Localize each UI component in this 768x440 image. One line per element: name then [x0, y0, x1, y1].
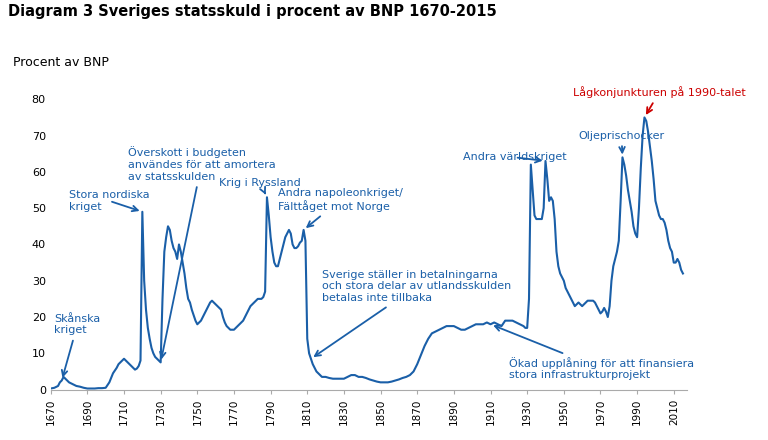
Text: Lågkonjunkturen på 1990-talet: Lågkonjunkturen på 1990-talet [573, 86, 746, 114]
Text: Procent av BNP: Procent av BNP [12, 56, 108, 69]
Text: Oljeprischocker: Oljeprischocker [578, 131, 664, 153]
Text: Stora nordiska
kriget: Stora nordiska kriget [69, 190, 150, 212]
Text: Skånska
kriget: Skånska kriget [55, 314, 101, 376]
Text: Andra världskriget: Andra världskriget [463, 152, 567, 162]
Text: Överskott i budgeten
användes för att amortera
av statsskulden: Överskott i budgeten användes för att am… [127, 147, 276, 358]
Text: Krig i Ryssland: Krig i Ryssland [220, 178, 301, 194]
Text: Ökad upplåning för att finansiera
stora infrastrukturprojekt: Ökad upplåning för att finansiera stora … [495, 326, 694, 381]
Text: Diagram 3 Sveriges statsskuld i procent av BNP 1670-2015: Diagram 3 Sveriges statsskuld i procent … [8, 4, 496, 19]
Text: Sverige ställer in betalningarna
och stora delar av utlandsskulden
betalas inte : Sverige ställer in betalningarna och sto… [315, 270, 511, 356]
Text: Andra napoleonkriget/
Fälttåget mot Norge: Andra napoleonkriget/ Fälttåget mot Norg… [278, 188, 403, 227]
